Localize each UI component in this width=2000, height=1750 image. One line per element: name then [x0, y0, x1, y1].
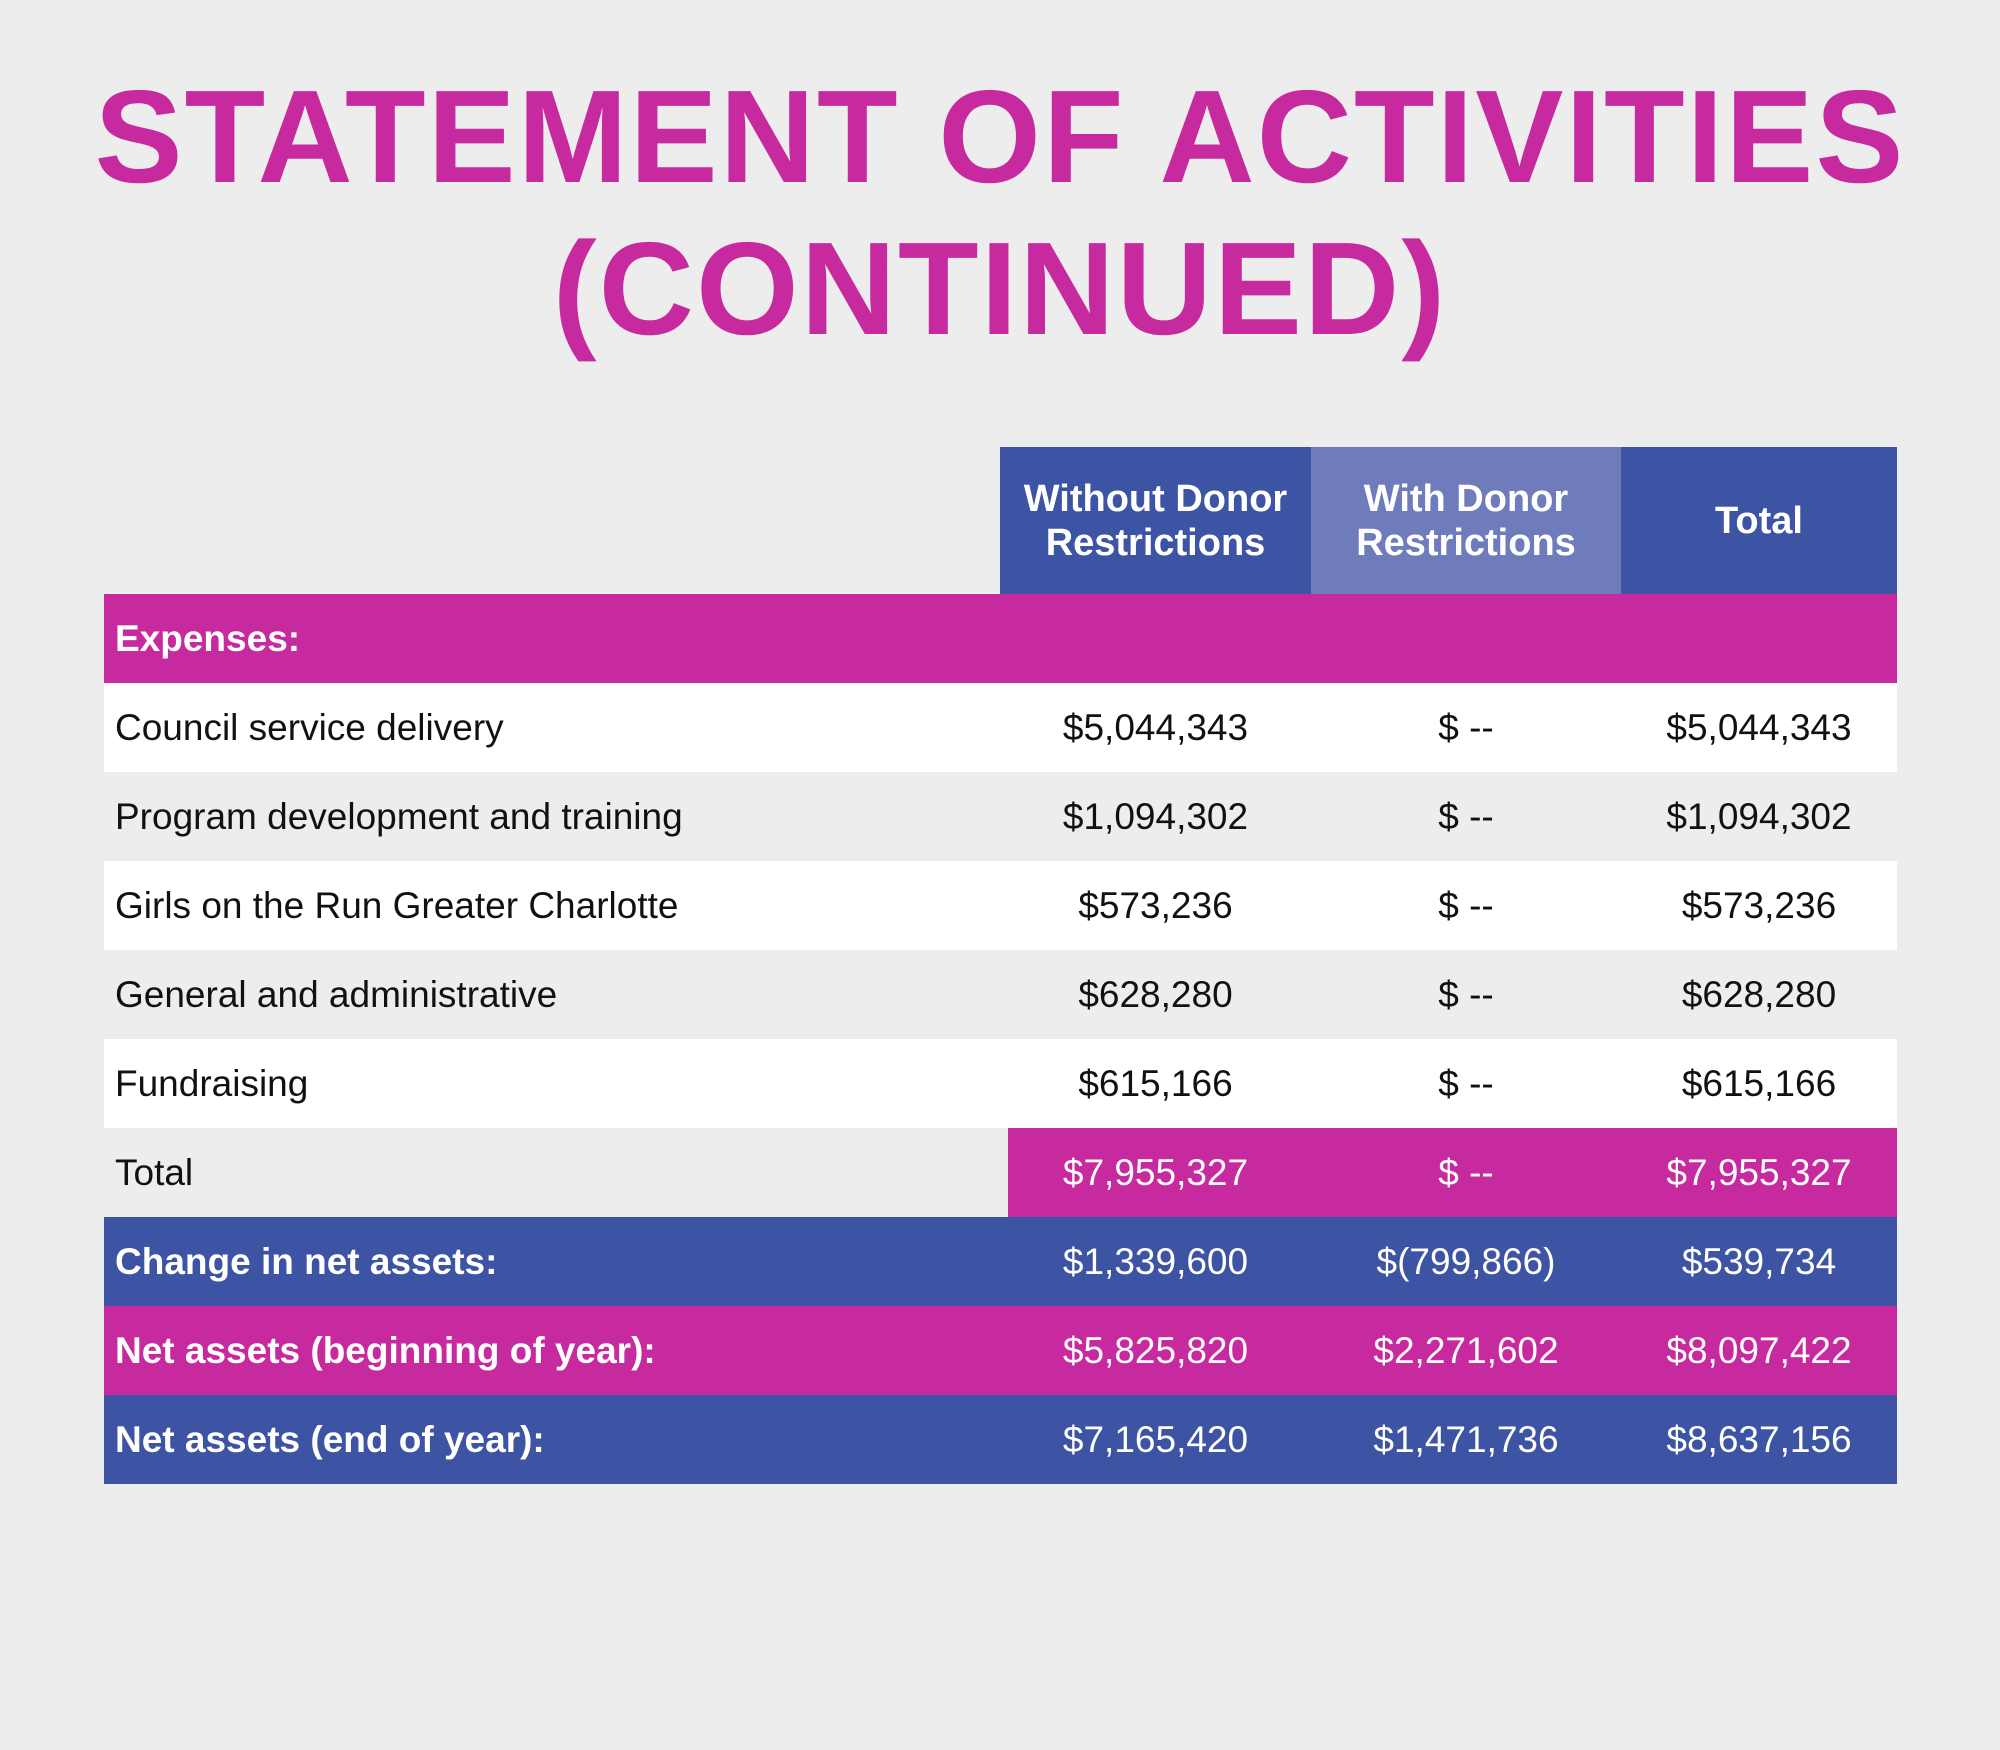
cell-total: $7,955,327 [1666, 1151, 1852, 1193]
cell-without: $7,165,420 [1062, 1418, 1249, 1460]
cell-without: $615,166 [1078, 1062, 1233, 1104]
cell-with: $ -- [1438, 884, 1494, 926]
cell-total: $615,166 [1681, 1062, 1837, 1104]
change-in-net-assets-row: Change in net assets: $1,339,600 $(799,8… [104, 1217, 1897, 1306]
statement-table: Without Donor Restrictions With Donor Re… [104, 447, 1897, 1484]
cell-with: $(799,866) [1376, 1240, 1556, 1282]
row-label: General and administrative [115, 973, 558, 1015]
row-label: Fundraising [115, 1062, 309, 1104]
column-header-without-line2: Restrictions [1045, 521, 1266, 564]
table-row: General and administrative $628,280 $ --… [104, 950, 1897, 1039]
cell-without: $7,955,327 [1062, 1151, 1249, 1193]
table-row: Girls on the Run Greater Charlotte $573,… [104, 861, 1897, 950]
cell-with: $ -- [1438, 973, 1494, 1015]
cell-with: $2,271,602 [1373, 1329, 1559, 1371]
table-row: Council service delivery $5,044,343 $ --… [104, 683, 1897, 772]
row-label: Net assets (end of year): [115, 1418, 545, 1460]
cell-with: $1,471,736 [1373, 1418, 1559, 1460]
table-header: Without Donor Restrictions With Donor Re… [104, 447, 1897, 594]
cell-with: $ -- [1438, 1062, 1494, 1104]
page-title-line1: STATEMENT OF ACTIVITIES [94, 63, 1906, 210]
cell-total: $8,097,422 [1666, 1329, 1852, 1371]
cell-total: $573,236 [1681, 884, 1837, 926]
cell-without: $628,280 [1078, 973, 1233, 1015]
section-label: Expenses: [115, 617, 301, 659]
row-label: Change in net assets: [115, 1240, 498, 1282]
total-highlight [1008, 1128, 1897, 1217]
cell-without: $573,236 [1078, 884, 1233, 926]
page-title-line2: (CONTINUED) [552, 215, 1448, 362]
cell-without: $1,094,302 [1062, 795, 1249, 837]
row-label: Net assets (beginning of year): [115, 1329, 656, 1371]
cell-with: $ -- [1438, 795, 1494, 837]
column-header-without-line1: Without Donor [1023, 477, 1288, 520]
column-header-with-donor-restrictions: With Donor Restrictions [1311, 447, 1621, 594]
cell-with: $ -- [1438, 706, 1494, 748]
cell-total: $5,044,343 [1666, 706, 1852, 748]
table-row: Fundraising $615,166 $ -- $615,166 [104, 1039, 1897, 1128]
net-assets-end-row: Net assets (end of year): $7,165,420 $1,… [104, 1395, 1897, 1484]
table-row: Program development and training $1,094,… [104, 772, 1897, 861]
total-row: Total $7,955,327 $ -- $7,955,327 [104, 1128, 1897, 1217]
cell-with: $ -- [1438, 1151, 1494, 1193]
cell-total: $8,637,156 [1666, 1418, 1852, 1460]
column-header-total-label: Total [1715, 499, 1803, 542]
cell-without: $5,825,820 [1062, 1329, 1249, 1371]
row-label: Girls on the Run Greater Charlotte [115, 884, 679, 926]
column-header-without-donor-restrictions: Without Donor Restrictions [1000, 447, 1311, 594]
net-assets-beginning-row: Net assets (beginning of year): $5,825,8… [104, 1306, 1897, 1395]
row-label: Total [115, 1151, 194, 1193]
cell-without: $5,044,343 [1062, 706, 1249, 748]
column-header-with-line2: Restrictions [1356, 521, 1576, 564]
cell-total: $1,094,302 [1666, 795, 1852, 837]
column-header-total: Total [1621, 447, 1897, 594]
cell-total: $539,734 [1681, 1240, 1837, 1282]
row-label: Council service delivery [115, 706, 504, 748]
column-header-with-line1: With Donor [1363, 477, 1569, 520]
section-header-expenses: Expenses: [104, 594, 1897, 683]
cell-total: $628,280 [1681, 973, 1837, 1015]
cell-without: $1,339,600 [1062, 1240, 1249, 1282]
row-label: Program development and training [115, 795, 683, 837]
